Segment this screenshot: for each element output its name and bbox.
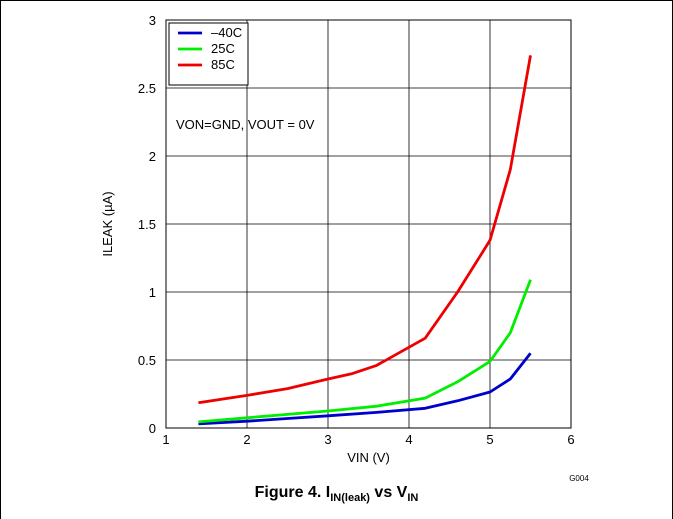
x-tick-label-5: 6 [567,432,574,447]
y-axis-label: ILEAK (µA) [100,191,115,256]
caption-middle: vs V [369,484,408,501]
legend-label-2: 85C [211,57,235,72]
caption-prefix: Figure 4. I [254,484,331,501]
figure-code: G004 [569,474,589,483]
y-tick-label-2: 1 [149,285,156,300]
condition-annotation: VON=GND, VOUT = 0V [176,117,315,132]
series-line-0 [198,352,532,426]
grid-lines [165,19,572,429]
y-tick-label-0: 0 [149,421,156,436]
y-tick-label-6: 3 [149,13,156,28]
legend-label-0: –40C [211,25,242,40]
series-line-2 [198,55,532,405]
caption-subscript-2: IN [407,492,419,505]
y-tick-label-1: 0.5 [138,353,156,368]
x-tick-label-4: 5 [486,432,493,447]
y-tick-label-5: 2.5 [138,81,156,96]
x-tick-label-0: 1 [162,432,169,447]
series-line-1 [198,279,532,424]
x-tick-label-1: 2 [243,432,250,447]
series-lines [198,55,532,426]
legend-label-1: 25C [211,41,235,56]
plot-area: 1 2 3 4 5 6 0 0.5 1 1.5 2 2.5 3 [138,13,575,447]
x-tick-label-2: 3 [324,432,331,447]
plot-border [165,19,572,429]
y-tick-label-4: 2 [149,149,156,164]
x-axis-label: VIN (V) [347,450,390,465]
y-tick-label-3: 1.5 [138,217,156,232]
figure-caption: Figure 4. IIN(leak) vs VIN [0,484,673,504]
x-tick-label-3: 4 [405,432,412,447]
tick-labels: 1 2 3 4 5 6 0 0.5 1 1.5 2 2.5 3 [138,13,575,447]
caption-subscript-1: IN(leak) [330,492,370,505]
